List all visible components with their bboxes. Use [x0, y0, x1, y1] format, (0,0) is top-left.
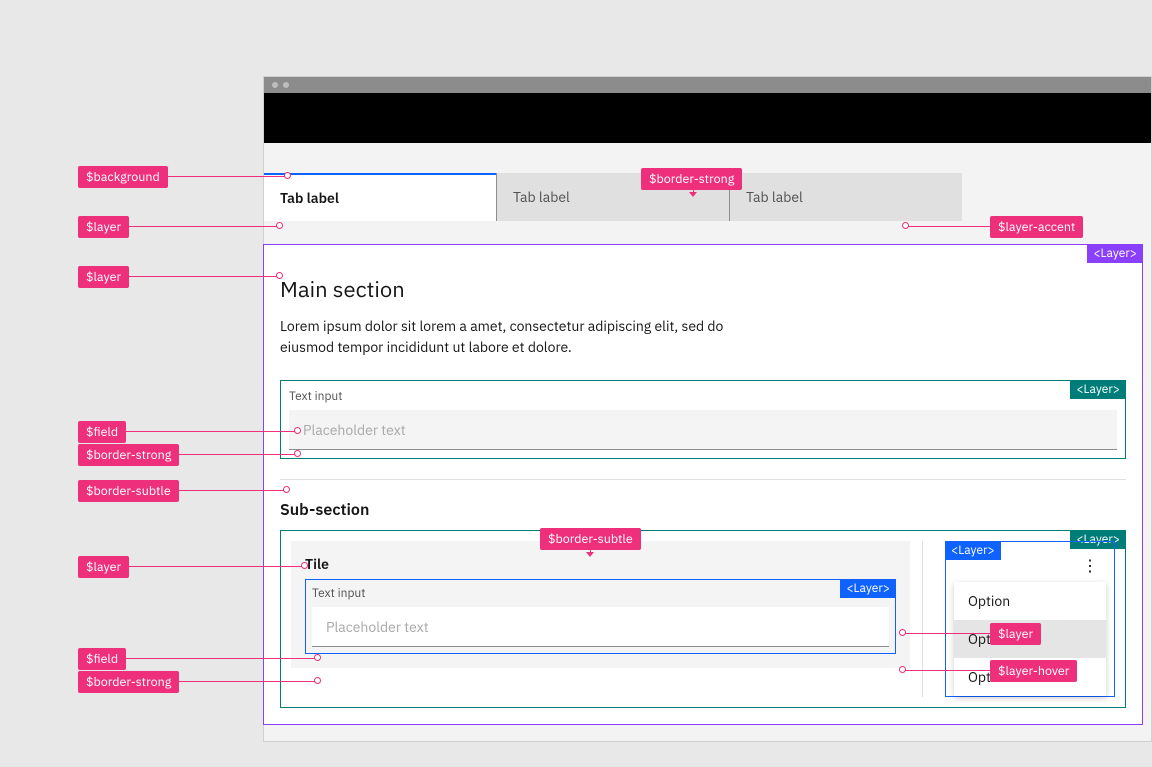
tile-column: Tile <Layer> Text input	[291, 541, 910, 697]
tile: Tile <Layer> Text input	[291, 541, 910, 668]
annot-line	[124, 566, 302, 567]
annot-field-1: $field	[78, 421, 126, 443]
text-input-block-1: <Layer> Text input	[280, 380, 1126, 459]
app-header	[264, 93, 1151, 143]
annot-dot	[284, 172, 291, 179]
annot-field-2: $field	[78, 648, 126, 670]
annot-dot	[314, 677, 321, 684]
annot-line	[124, 226, 278, 227]
annot-line	[908, 226, 990, 227]
annot-dot	[899, 666, 906, 673]
text-input-1[interactable]	[289, 410, 1117, 450]
annot-dot	[276, 272, 283, 279]
window-titlebar	[264, 77, 1151, 93]
layer-tag-input1: <Layer>	[1070, 380, 1126, 399]
annot-border-strong-top: $border-strong	[641, 168, 742, 190]
annot-border-strong-1: $border-strong	[78, 444, 179, 466]
annot-line	[166, 176, 286, 177]
text-input-2[interactable]	[312, 607, 889, 647]
annot-dot	[294, 450, 301, 457]
annot-line	[905, 633, 990, 634]
text-input-label-2: Text input	[312, 586, 889, 601]
annot-line	[124, 276, 278, 277]
annot-layer-2: $layer	[78, 266, 129, 288]
content-panel: <Layer> Main section Lorem ipsum dolor s…	[263, 244, 1143, 725]
overflow-button[interactable]: ⋮	[1074, 550, 1106, 582]
annot-border-subtle-1: $border-subtle	[78, 480, 179, 502]
subsection-title: Sub-section	[280, 500, 1126, 520]
annot-dot	[902, 222, 909, 229]
annot-border-subtle-mid: $border-subtle	[540, 528, 641, 550]
tab-3[interactable]: Tab label	[729, 173, 962, 221]
annot-dot	[294, 427, 301, 434]
annot-tri	[586, 552, 594, 557]
annot-layer-accent: $layer-accent	[990, 216, 1083, 238]
annot-line	[120, 431, 295, 432]
annot-layer-hover: $layer-hover	[990, 660, 1077, 682]
annot-line	[178, 454, 295, 455]
annot-line	[178, 681, 315, 682]
annot-dot	[899, 629, 906, 636]
annot-dot	[276, 222, 283, 229]
annot-layer-3: $layer	[78, 556, 129, 578]
annot-line	[905, 670, 990, 671]
traffic-light-dot	[272, 82, 278, 88]
layer-tag-tile-input: <Layer>	[840, 579, 896, 598]
main-section-title: Main section	[280, 275, 1126, 304]
annot-border-strong-2: $border-strong	[78, 671, 179, 693]
annot-line	[176, 490, 284, 491]
annot-dot	[314, 654, 321, 661]
annot-layer-1: $layer	[78, 216, 129, 238]
annot-line	[120, 658, 315, 659]
subsection-mid-divider	[922, 541, 923, 697]
tab-1[interactable]: Tab label	[264, 173, 496, 221]
annot-dot	[301, 562, 308, 569]
layer-tag-outer: <Layer>	[1087, 244, 1143, 263]
traffic-light-dot	[283, 82, 289, 88]
annot-dot	[283, 486, 290, 493]
layer-tag-overflow: <Layer>	[945, 541, 1001, 560]
divider	[280, 479, 1126, 480]
annot-layer-menu: $layer	[990, 623, 1041, 645]
tab-list: Tab label Tab label Tab label	[264, 173, 962, 221]
main-section-body: Lorem ipsum dolor sit lorem a amet, cons…	[280, 316, 760, 358]
tile-title: Tile	[305, 555, 896, 573]
annot-tri	[689, 192, 697, 197]
text-input-label-1: Text input	[289, 389, 1117, 404]
menu-item-1[interactable]: Option	[954, 582, 1106, 620]
annot-background: $background	[78, 166, 168, 188]
